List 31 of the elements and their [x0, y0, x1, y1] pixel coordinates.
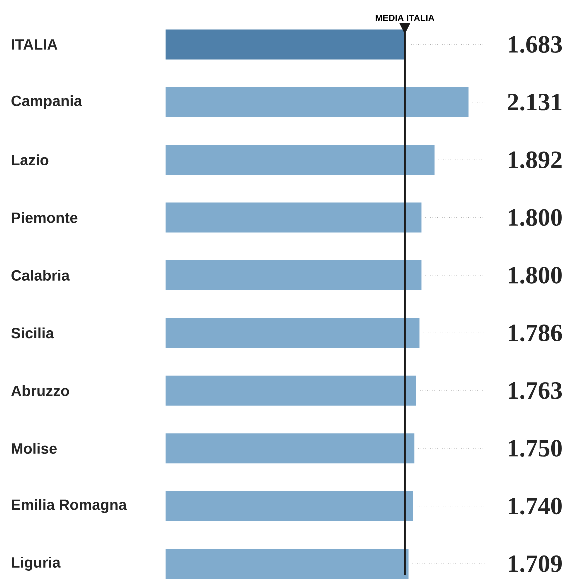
- data-label: 1.800: [508, 267, 562, 284]
- y-tick-label: Calabria: [12, 270, 70, 281]
- bar: [166, 491, 414, 522]
- ref-line-label: MEDIA ITALIA: [376, 15, 434, 22]
- y-tick-label: ITALIA: [12, 40, 58, 50]
- bar: [166, 434, 414, 464]
- data-label: 1.750: [508, 440, 562, 458]
- data-label: 1.763: [508, 382, 562, 400]
- y-tick-label: Piemonte: [12, 212, 78, 224]
- data-label: 2.131: [508, 94, 562, 111]
- data-label: 1.740: [508, 498, 562, 515]
- bar: [166, 145, 435, 176]
- data-label: 1.709: [508, 556, 562, 572]
- data-label: 1.892: [508, 152, 562, 169]
- y-tick-label: Lazio: [12, 154, 48, 166]
- y-tick-label: Sicilia: [11, 328, 54, 339]
- y-tick-label: Emilia Romagna: [12, 499, 127, 514]
- y-tick-label: Abruzzo: [11, 385, 70, 396]
- bar: [166, 548, 409, 579]
- bar: [166, 260, 422, 290]
- y-tick-label: Campania: [12, 95, 82, 110]
- bar: [166, 30, 405, 60]
- y-tick-label: Molise: [12, 443, 57, 454]
- bar: [166, 202, 422, 233]
- bar: [166, 318, 420, 348]
- bar: [166, 87, 469, 118]
- data-label: 1.683: [508, 36, 562, 54]
- data-label: 1.800: [508, 209, 562, 226]
- y-tick-label: Liguria: [12, 557, 61, 571]
- data-label: 1.786: [508, 324, 562, 342]
- bar: [166, 376, 416, 406]
